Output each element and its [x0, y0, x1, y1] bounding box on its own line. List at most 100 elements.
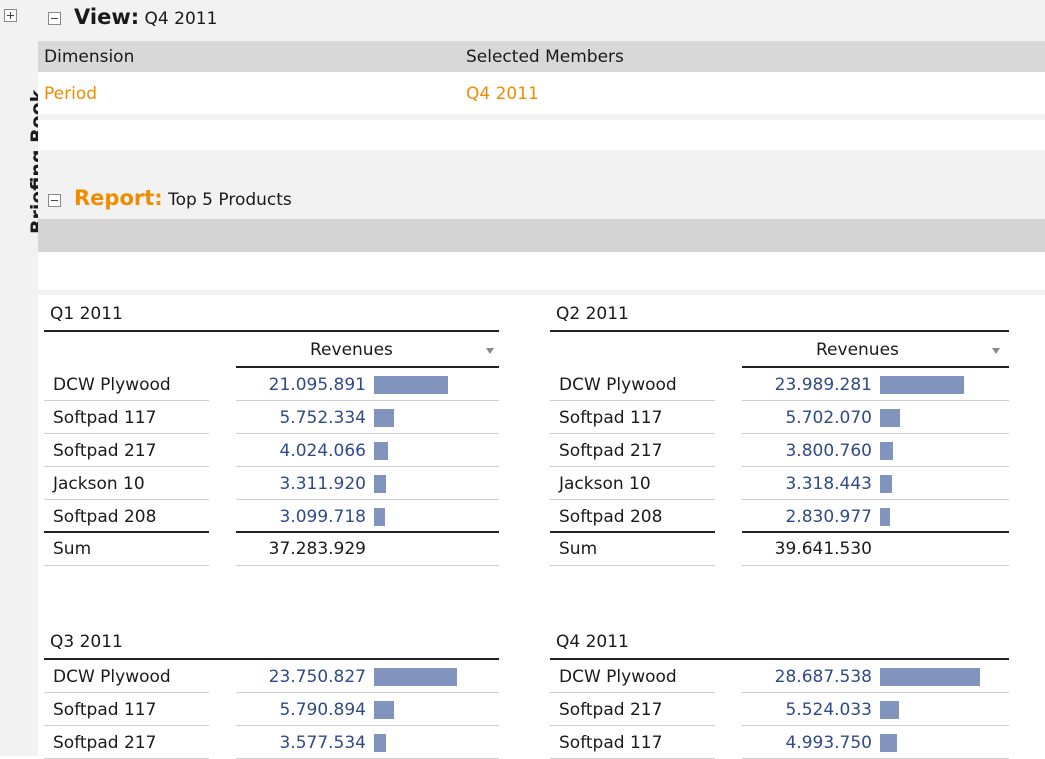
- row-divider: [44, 499, 209, 500]
- revenue-value: 3.800.760: [785, 441, 872, 461]
- spacer: [38, 252, 1045, 290]
- product-row-label[interactable]: Softpad 208: [53, 507, 157, 527]
- report-value: Top 5 Products: [168, 190, 292, 210]
- expand-all-icon[interactable]: [4, 9, 17, 22]
- quarter-title: Q1 2011: [50, 304, 123, 324]
- spacer: [38, 120, 1045, 150]
- revenue-value: 5.702.070: [785, 408, 872, 428]
- revenue-value: 4.993.750: [785, 733, 872, 753]
- quarter-title: Q3 2011: [50, 632, 123, 652]
- revenue-bar: [374, 734, 386, 752]
- row-divider: [44, 565, 209, 566]
- row-divider: [236, 400, 499, 401]
- view-value: Q4 2011: [144, 9, 218, 29]
- product-row-label[interactable]: DCW Plywood: [559, 375, 677, 395]
- period-member-link[interactable]: Q4 2011: [466, 84, 539, 104]
- row-divider: [550, 433, 715, 434]
- product-row-label[interactable]: Softpad 217: [559, 441, 663, 461]
- row-divider: [236, 433, 499, 434]
- revenue-bar: [880, 442, 893, 460]
- row-divider: [742, 499, 1009, 500]
- product-row-label[interactable]: Softpad 217: [53, 441, 157, 461]
- header-rule: [550, 330, 1009, 332]
- row-divider: [742, 565, 1009, 566]
- row-divider: [44, 433, 209, 434]
- row-divider: [44, 466, 209, 467]
- collapse-report-icon[interactable]: [48, 194, 61, 207]
- view-heading: View: Q4 2011: [74, 5, 217, 29]
- period-dimension-link[interactable]: Period: [44, 84, 98, 104]
- report-header: [38, 150, 1045, 219]
- report-heading: Report: Top 5 Products: [74, 186, 292, 210]
- row-divider: [742, 433, 1009, 434]
- revenue-value: 5.790.894: [279, 700, 366, 720]
- row-divider: [742, 466, 1009, 467]
- sum-row-label: Sum: [559, 539, 598, 559]
- revenue-value: 3.099.718: [279, 507, 366, 527]
- revenue-value: 23.750.827: [268, 667, 366, 687]
- revenue-bar: [880, 734, 897, 752]
- product-row-label[interactable]: Softpad 217: [53, 733, 157, 753]
- revenue-bar: [880, 668, 980, 686]
- row-divider: [550, 466, 715, 467]
- revenue-value: 2.830.977: [785, 507, 872, 527]
- divider: [38, 290, 1045, 295]
- row-divider: [550, 565, 715, 566]
- dimension-column-header: Dimension: [44, 47, 135, 67]
- revenues-column-header[interactable]: Revenues: [816, 340, 899, 360]
- product-row-label[interactable]: Softpad 217: [559, 700, 663, 720]
- row-divider: [236, 499, 499, 500]
- row-divider: [550, 725, 715, 726]
- product-row-label[interactable]: DCW Plywood: [559, 667, 677, 687]
- row-divider: [236, 725, 499, 726]
- row-divider: [742, 400, 1009, 401]
- revenue-bar: [880, 409, 900, 427]
- selected-members-column-header: Selected Members: [466, 47, 624, 67]
- row-divider: [44, 725, 209, 726]
- row-divider: [236, 692, 499, 693]
- revenue-value: 5.524.033: [785, 700, 872, 720]
- revenue-bar: [880, 508, 890, 526]
- row-divider: [550, 400, 715, 401]
- product-row-label[interactable]: Jackson 10: [559, 474, 651, 494]
- revenue-bar: [880, 475, 892, 493]
- product-row-label[interactable]: Softpad 117: [559, 733, 663, 753]
- row-divider: [44, 400, 209, 401]
- revenue-value: 3.577.534: [279, 733, 366, 753]
- report-title: Report:: [74, 186, 163, 210]
- briefing-book-tab[interactable]: Briefing Book: [0, 44, 49, 234]
- revenues-column-header[interactable]: Revenues: [310, 340, 393, 360]
- revenue-bar: [374, 668, 457, 686]
- revenue-bar: [374, 376, 448, 394]
- revenue-value: 23.989.281: [774, 375, 872, 395]
- product-row-label[interactable]: Softpad 208: [559, 507, 663, 527]
- row-divider: [742, 725, 1009, 726]
- revenue-bar: [374, 442, 388, 460]
- revenue-value: 28.687.538: [774, 667, 872, 687]
- row-divider: [236, 466, 499, 467]
- sum-rule: [44, 531, 209, 533]
- filter-funnel-icon[interactable]: [486, 348, 494, 354]
- divider: [38, 114, 1045, 120]
- product-row-label[interactable]: DCW Plywood: [53, 667, 171, 687]
- row-divider: [44, 692, 209, 693]
- product-row-label[interactable]: Softpad 117: [53, 408, 157, 428]
- product-row-label[interactable]: Softpad 117: [559, 408, 663, 428]
- collapse-view-icon[interactable]: [48, 12, 61, 25]
- product-row-label[interactable]: Jackson 10: [53, 474, 145, 494]
- view-title: View:: [74, 5, 140, 29]
- filter-funnel-icon[interactable]: [992, 348, 1000, 354]
- revenue-value: 21.095.891: [268, 375, 366, 395]
- quarter-title: Q2 2011: [556, 304, 629, 324]
- revenue-value: 3.311.920: [279, 474, 366, 494]
- revenue-value: 5.752.334: [279, 408, 366, 428]
- view-column-header-row: [38, 41, 1045, 72]
- revenue-bar: [374, 475, 386, 493]
- row-divider: [550, 692, 715, 693]
- revenue-value: 4.024.066: [279, 441, 366, 461]
- product-row-label[interactable]: Softpad 117: [53, 700, 157, 720]
- header-rule: [44, 330, 499, 332]
- view-row-period: [38, 72, 1045, 114]
- product-row-label[interactable]: DCW Plywood: [53, 375, 171, 395]
- sum-value: 37.283.929: [268, 539, 366, 559]
